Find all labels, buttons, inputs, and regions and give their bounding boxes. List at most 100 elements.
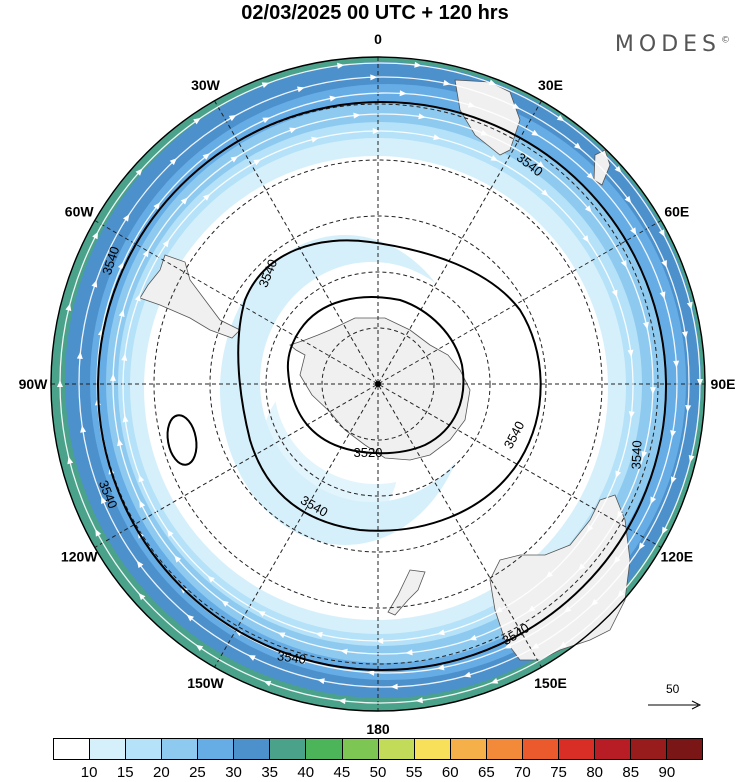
streamline-arrow — [370, 74, 378, 81]
colorbar-swatch — [341, 738, 378, 760]
streamline-arrow — [257, 611, 266, 617]
streamline-arrow — [582, 235, 589, 243]
streamline-arrow — [480, 129, 489, 136]
reference-vector-label: 50 — [666, 682, 680, 696]
latitude-circle — [97, 103, 659, 665]
streamline-arrow — [186, 614, 194, 622]
streamline-arrow — [117, 438, 123, 447]
longitude-label: 180 — [366, 721, 390, 737]
streamline-arrow — [207, 575, 215, 583]
colorbar-swatch — [269, 738, 306, 760]
height-contours — [97, 101, 667, 671]
latitude-circle — [265, 271, 491, 497]
streamline-arrow — [289, 127, 297, 134]
streamline-arrow — [367, 669, 375, 676]
streamline-arrow — [142, 249, 149, 258]
streamline-arrow — [418, 113, 426, 120]
streamline-arrow — [340, 648, 348, 655]
streamline-arrow — [624, 195, 632, 204]
streamline — [112, 113, 654, 655]
streamline-arrow — [617, 590, 625, 598]
streamline-arrow — [586, 172, 594, 180]
contour-3540-closed — [166, 414, 198, 466]
streamline — [78, 76, 690, 688]
antarctica-land — [289, 317, 471, 461]
copyright-mark: © — [721, 35, 730, 46]
contour-3520 — [286, 296, 465, 455]
streamline-arrow — [537, 161, 545, 168]
streamline-arrow — [586, 524, 594, 533]
streamline-arrow — [630, 227, 637, 235]
streamline-arrow — [545, 571, 553, 579]
streamline-arrow — [670, 430, 677, 438]
brand-name: MODES — [614, 32, 721, 57]
longitude-label: 60E — [664, 204, 689, 220]
streamline-arrow — [95, 529, 102, 537]
colorbar — [53, 738, 704, 762]
streamline-arrow — [118, 309, 125, 318]
south-pole-marker — [375, 381, 381, 387]
streamline-arrow — [564, 606, 572, 613]
streamline-arrow — [686, 301, 693, 310]
streamline-arrow — [399, 90, 407, 97]
streamline-arrow — [641, 450, 648, 459]
colorbar-label: 70 — [514, 764, 531, 781]
streamline-arrow — [685, 404, 692, 413]
streamline-arrow — [262, 117, 271, 124]
polar-map: 3540 3540 3540 3540 3540 3540 3540 3540 … — [19, 31, 736, 737]
colorbar-label: 10 — [80, 764, 98, 781]
streamline-arrow — [614, 165, 622, 174]
streamline-arrow — [531, 129, 539, 137]
colorbar-label: 50 — [369, 764, 387, 781]
colorbar-label: 15 — [116, 764, 134, 781]
streamline-arrow — [488, 79, 497, 86]
streamline-arrow — [503, 642, 512, 649]
streamline-arrow — [353, 112, 361, 119]
streamline-arrow — [123, 214, 130, 222]
streamline-arrow — [169, 158, 177, 166]
streamline-arrow — [658, 229, 665, 237]
streamline-arrow — [202, 153, 210, 160]
streamline-arrow — [80, 425, 87, 433]
colorbar-swatch — [161, 738, 198, 760]
streamline-arrow — [638, 542, 645, 550]
latitude-circle — [153, 159, 603, 609]
longitude-labels: 0 30E 60E 90E 120E 150E 180 150W 120W 90W 60W 30W — [19, 31, 736, 737]
colorbar-swatch — [666, 738, 704, 760]
south-america-land — [139, 254, 241, 339]
longitude-label: 30E — [538, 77, 563, 93]
longitude-label: 90W — [19, 376, 49, 392]
colorbar-label: 45 — [333, 764, 351, 781]
streamline-arrow — [138, 592, 146, 601]
streamline-arrow — [443, 79, 451, 86]
streamline-arrow — [317, 678, 325, 685]
streamline-arrow — [65, 303, 72, 312]
streamline-arrow — [611, 289, 618, 298]
longitude-label: 120E — [660, 549, 693, 565]
streamline-arrow — [180, 197, 188, 205]
streamline-arrow — [138, 474, 145, 483]
streamline-arrow — [643, 321, 649, 330]
colorbar-label: 85 — [622, 764, 640, 781]
colorbar-swatch — [89, 738, 126, 760]
streamline-arrow — [697, 379, 703, 386]
australia-land — [489, 494, 631, 661]
streamline-arrow — [297, 86, 305, 93]
streamline-arrow — [661, 526, 668, 535]
contour-3540-outer — [97, 101, 667, 671]
streamline-arrow — [153, 202, 161, 210]
colorbar-label: 60 — [441, 764, 459, 781]
streamline-arrow — [261, 82, 270, 89]
colorbar-label: 35 — [261, 764, 278, 781]
colorbar-swatch — [630, 738, 667, 760]
streamline-arrow — [531, 642, 540, 649]
map-border — [50, 56, 706, 712]
streamline-arrow — [620, 259, 627, 268]
streamline-arrow — [556, 114, 565, 122]
brand-logo: MODES© — [615, 32, 730, 57]
streamline-arrow — [117, 261, 124, 270]
streamline-arrow — [92, 231, 99, 240]
longitude-label: 90E — [711, 376, 736, 392]
contour-label: 3520 — [354, 445, 383, 460]
colorbar-label: 30 — [225, 764, 242, 781]
